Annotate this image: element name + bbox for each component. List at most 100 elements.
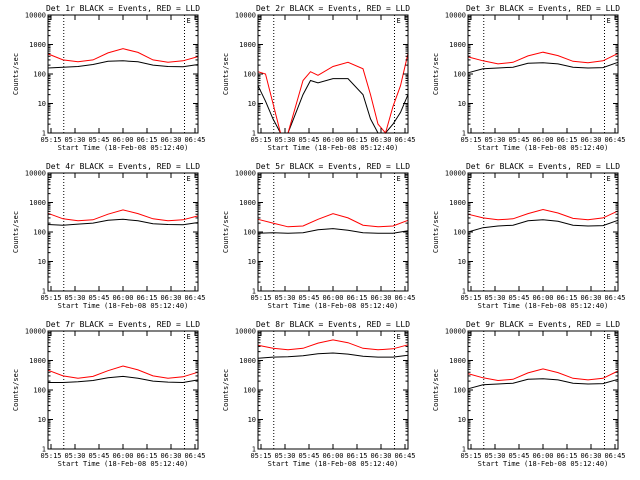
series-line-events [47,60,199,69]
y-tick-label: 1000 [449,41,466,49]
y-tick-label: 100 [243,229,256,237]
y-axis-title: Counts/sec [12,369,20,411]
x-tick-label: 06:45 [604,452,625,460]
x-tick-label: 06:30 [580,294,601,302]
x-axis-title: Start Time (18-Feb-08 05:12:40) [478,144,609,152]
x-tick-label: 06:45 [394,452,415,460]
x-tick-label: 05:15 [250,294,271,302]
series-line-events [257,78,409,134]
y-tick-label: 1 [252,446,256,454]
plot-frame [467,14,619,134]
plot-frame [47,172,199,292]
y-tick-label: 1000 [449,357,466,365]
chart-title: Det 9r BLACK = Events, RED = LLD [466,320,620,329]
y-tick-label: 10000 [445,170,466,178]
y-tick-label: 10000 [445,12,466,20]
x-axis-title: Start Time (18-Feb-08 05:12:40) [268,460,399,468]
chart-title: Det 3r BLACK = Events, RED = LLD [466,4,620,13]
y-tick-label: 1 [462,130,466,138]
x-tick-label: 06:45 [604,294,625,302]
y-tick-label: 1000 [449,199,466,207]
series-line-events [257,228,409,234]
x-tick-label: 06:30 [160,136,181,144]
x-tick-label: 06:00 [112,136,133,144]
y-tick-label: 1 [462,446,466,454]
series-line-lld [257,213,409,228]
y-tick-label: 10000 [25,170,46,178]
x-tick-label: 05:30 [64,294,85,302]
x-tick-label: 06:15 [136,452,157,460]
x-tick-label: 05:45 [298,452,319,460]
x-tick-label: 05:30 [484,294,505,302]
x-tick-label: 05:15 [250,452,271,460]
x-tick-label: 05:45 [88,136,109,144]
x-tick-label: 05:45 [508,294,529,302]
y-tick-label: 1 [42,288,46,296]
x-tick-label: 05:30 [484,136,505,144]
y-axis-title: Counts/sec [432,211,440,253]
x-tick-label: 05:15 [40,452,61,460]
x-tick-label: 05:30 [274,294,295,302]
x-tick-label: 05:45 [298,294,319,302]
x-tick-label: 05:15 [40,136,61,144]
event-marker-label: E [397,17,401,25]
series-line-lld [467,51,619,65]
y-axis-title: Counts/sec [12,53,20,95]
y-tick-label: 10 [38,416,46,424]
x-axis-title: Start Time (18-Feb-08 05:12:40) [268,302,399,310]
series-line-lld [47,365,199,379]
x-tick-label: 06:00 [112,452,133,460]
chart-title: Det 7r BLACK = Events, RED = LLD [46,320,200,329]
x-tick-label: 06:30 [160,294,181,302]
x-tick-label: 06:45 [184,136,205,144]
y-tick-label: 10 [38,258,46,266]
x-tick-label: 05:45 [298,136,319,144]
x-tick-label: 06:00 [532,136,553,144]
series-line-lld [257,53,409,135]
x-tick-label: 06:30 [370,136,391,144]
plot-frame [467,172,619,292]
x-tick-label: 06:15 [556,136,577,144]
x-axis-title: Start Time (18-Feb-08 05:12:40) [478,460,609,468]
x-tick-label: 06:30 [580,136,601,144]
series-line-events [257,352,409,359]
y-tick-label: 10 [38,100,46,108]
x-tick-label: 06:00 [322,294,343,302]
y-tick-label: 1 [462,288,466,296]
series-line-lld [47,48,199,63]
series-line-events [48,375,199,384]
x-tick-label: 06:15 [136,136,157,144]
x-tick-label: 06:00 [532,452,553,460]
y-tick-label: 10 [458,416,466,424]
chart-title: Det 2r BLACK = Events, RED = LLD [256,4,410,13]
y-axis-title: Counts/sec [222,211,230,253]
x-tick-label: 06:30 [580,452,601,460]
chart-title: Det 1r BLACK = Events, RED = LLD [46,4,200,13]
event-marker-label: E [187,175,191,183]
chart-title: Det 8r BLACK = Events, RED = LLD [256,320,410,329]
y-axis-title: Counts/sec [222,53,230,95]
chart-title: Det 4r BLACK = Events, RED = LLD [46,162,200,171]
x-tick-label: 06:45 [394,294,415,302]
y-axis-title: Counts/sec [12,211,20,253]
x-tick-label: 06:00 [112,294,133,302]
y-tick-label: 100 [453,387,466,395]
x-tick-label: 05:45 [508,452,529,460]
x-tick-label: 05:30 [274,136,295,144]
x-tick-label: 06:15 [136,294,157,302]
y-tick-label: 100 [453,71,466,79]
x-tick-label: 06:15 [346,136,367,144]
y-tick-label: 100 [243,387,256,395]
event-marker-label: E [607,333,611,341]
series-line-lld [257,339,409,351]
y-tick-label: 1 [252,130,256,138]
y-tick-label: 10 [458,258,466,266]
chart-title: Det 5r BLACK = Events, RED = LLD [256,162,410,171]
y-axis-title: Counts/sec [222,369,230,411]
event-marker-label: E [187,17,191,25]
x-tick-label: 06:30 [160,452,181,460]
plot-frame [47,14,199,134]
y-tick-label: 10 [248,416,256,424]
x-tick-label: 06:30 [370,452,391,460]
